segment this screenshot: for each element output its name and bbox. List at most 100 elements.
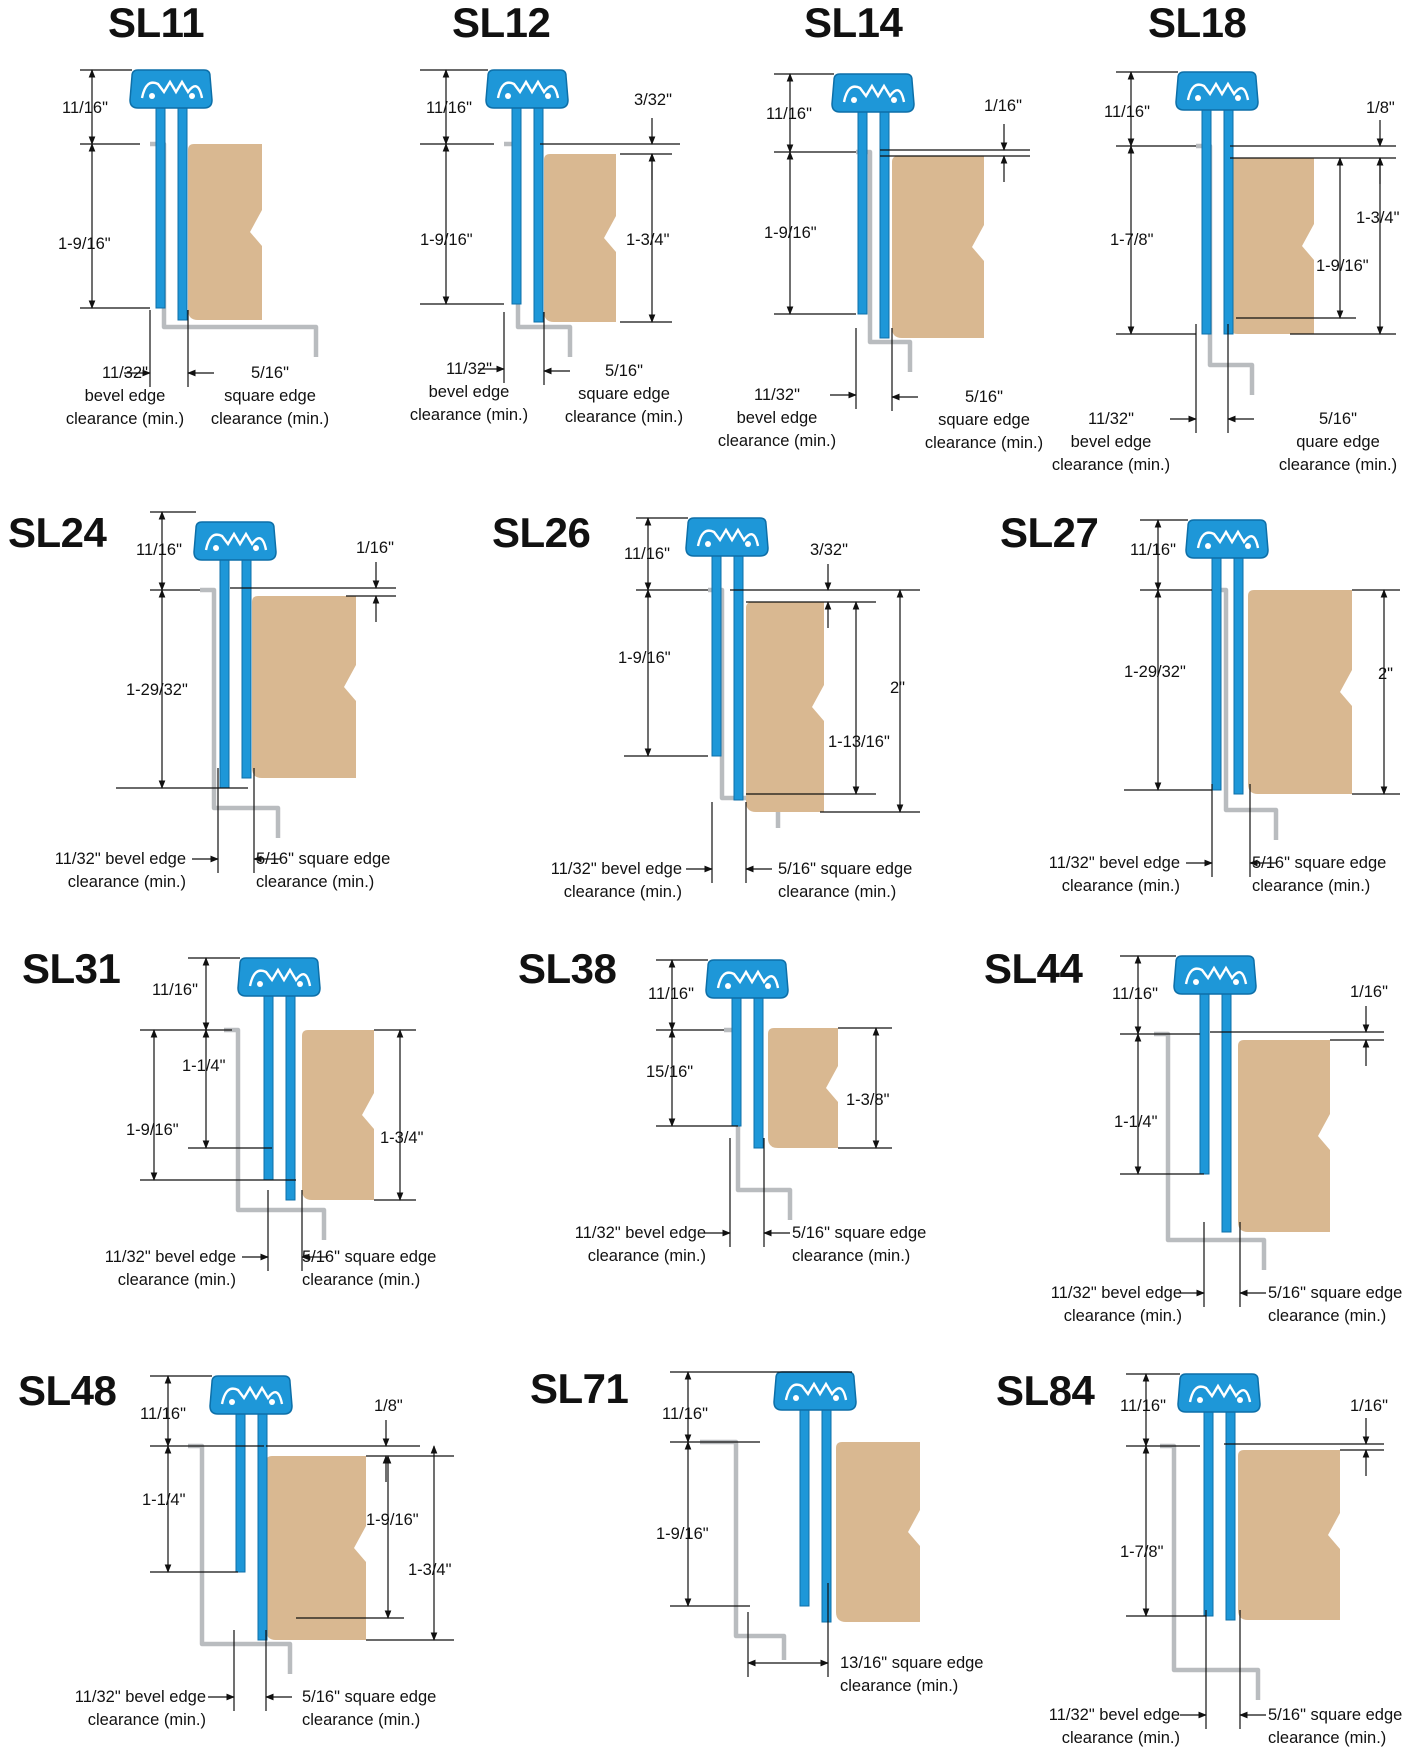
sl18-clearance-note-0: 11/32" bevel edge clearance (min.) — [1046, 408, 1176, 477]
clearance-note-line: 11/32" bevel edge — [574, 1224, 706, 1242]
sl24-left-dimension-0: 11/16" — [136, 541, 182, 559]
clearance-note-line: bevel edge — [1070, 433, 1152, 451]
clearance-note-line: 5/16" square edge — [1268, 1706, 1403, 1724]
sl18-left-dimension-0: 11/16" — [1104, 103, 1150, 121]
sl24-clearance-note-1: 5/16" square edge clearance (min.) — [256, 848, 406, 894]
clearance-note-line: 11/32" — [446, 360, 492, 378]
clearance-note-line: clearance (min.) — [563, 883, 682, 901]
sl14-left-dimension-1: 1-9/16" — [764, 224, 817, 242]
sl84-clearance-note-1: 5/16" square edge clearance (min.) — [1268, 1704, 1418, 1750]
sl27-left-dimension-0: 11/16" — [1130, 541, 1176, 559]
sl44-right-dimension-0: 1/16" — [1350, 983, 1388, 1001]
clearance-note-line: clearance (min.) — [1061, 877, 1180, 895]
sl12-left-dimension-0: 11/16" — [426, 99, 472, 117]
clearance-note-line: clearance (min.) — [840, 1677, 959, 1695]
sl48-right-dimension-1: 1-9/16" — [366, 1511, 419, 1529]
clearance-note-line: clearance (min.) — [792, 1247, 911, 1265]
clearance-note-line: square edge — [938, 411, 1030, 429]
sl26-right-dimension-1: 1-13/16" — [828, 733, 890, 751]
sl27-left-dimension-1: 1-29/32" — [1124, 663, 1186, 681]
clearance-note-line: clearance (min.) — [87, 1711, 206, 1729]
panel-title-sl11: SL11 — [108, 0, 205, 46]
panel-sl18 — [1116, 71, 1396, 433]
sl12-clearance-note-0: 11/32" bevel edge clearance (min.) — [404, 358, 534, 427]
sl12-right-dimension-0: 3/32" — [634, 91, 672, 109]
sl14-frame-leaf — [857, 109, 868, 315]
sl48-right-dimension-2: 1-3/4" — [408, 1561, 452, 1579]
clearance-note-line: clearance (min.) — [1063, 1307, 1182, 1325]
clearance-note-line: clearance (min.) — [1252, 877, 1371, 895]
clearance-note-line: 13/16" square edge — [840, 1654, 984, 1672]
sl38-door-leaf — [753, 995, 764, 1149]
sl31-door — [302, 1030, 374, 1200]
clearance-note-line: 11/32" bevel edge — [1048, 854, 1180, 872]
sl12-clearance-note-1: 5/16" square edge clearance (min.) — [554, 360, 694, 429]
clearance-note-line: 5/16" square edge — [302, 1248, 437, 1266]
panel-sl84 — [1126, 1373, 1384, 1729]
panel-title-sl14: SL14 — [804, 0, 903, 46]
sl44-clearance-note-0: 11/32" bevel edge clearance (min.) — [1032, 1282, 1182, 1328]
sl31-left-dimension-1: 1-1/4" — [182, 1057, 226, 1075]
sl18-door-leaf — [1223, 107, 1234, 335]
sl44-left-dimension-0: 11/16" — [1112, 985, 1158, 1003]
sl27-door-leaf — [1233, 555, 1244, 795]
sl38-left-dimension-0: 11/16" — [648, 985, 694, 1003]
clearance-note-line: clearance (min.) — [256, 873, 375, 891]
sl24-door-leaf — [241, 557, 252, 779]
sl44-door-leaf — [1221, 991, 1232, 1233]
sl44-frame-leaf — [1199, 991, 1210, 1175]
clearance-note-line: 5/16" — [251, 364, 289, 382]
sl48-frame-leaf — [235, 1411, 246, 1573]
sl26-right-dimension-2: 2" — [890, 679, 906, 697]
clearance-note-line: 5/16" — [1319, 410, 1357, 428]
sl44-door — [1238, 1040, 1330, 1232]
sl26-door — [746, 602, 824, 812]
clearance-note-line: 5/16" — [605, 362, 643, 380]
sl84-frame-leaf — [1203, 1409, 1214, 1617]
sl11-left-dimension-1: 1-9/16" — [58, 235, 111, 253]
panel-sl71 — [670, 1371, 920, 1677]
panel-title-sl84: SL84 — [996, 1367, 1095, 1414]
sl18-right-dimension-0: 1/8" — [1366, 99, 1395, 117]
clearance-note-line: clearance (min.) — [65, 410, 185, 428]
clearance-note-line: 11/32" — [1088, 410, 1134, 428]
sl14-clearance-note-1: 5/16" square edge clearance (min.) — [914, 386, 1054, 455]
clearance-note-line: square edge — [224, 387, 316, 405]
sl71-frame-leaf — [799, 1407, 810, 1607]
panel-title-sl18: SL18 — [1148, 0, 1247, 46]
clearance-note-line: clearance (min.) — [210, 410, 330, 428]
sl12-door-leaf — [533, 105, 544, 323]
sl12-frame-leaf — [511, 105, 522, 305]
panel-sl12 — [420, 69, 680, 385]
sl24-frame — [200, 587, 281, 838]
sl18-door — [1228, 158, 1314, 334]
sl48-clearance-note-1: 5/16" square edge clearance (min.) — [302, 1686, 452, 1732]
sl12-right-dimension-1: 1-3/4" — [626, 231, 670, 249]
clearance-note-line: square edge — [578, 385, 670, 403]
sl11-frame-leaf — [155, 105, 166, 309]
panel-title-sl71: SL71 — [530, 1365, 629, 1412]
sl18-frame-leaf — [1201, 107, 1212, 335]
sl71-frame — [700, 1439, 787, 1660]
panel-sl11 — [80, 69, 319, 387]
sl48-left-dimension-0: 11/16" — [140, 1405, 186, 1423]
sl71-left-dimension-1: 1-9/16" — [656, 1525, 709, 1543]
sl24-right-dimension-0: 1/16" — [356, 539, 394, 557]
clearance-note-line: bevel edge — [428, 383, 510, 401]
clearance-note-line: 11/32" bevel edge — [104, 1248, 236, 1266]
sl71-door — [836, 1442, 920, 1622]
sl14-door-leaf — [879, 109, 890, 339]
sl24-clearance-note-0: 11/32" bevel edge clearance (min.) — [46, 848, 186, 894]
sl31-frame — [224, 1027, 327, 1240]
panel-sl48 — [150, 1375, 454, 1711]
panel-sl24 — [116, 511, 396, 873]
clearance-note-line: 5/16" square edge — [1268, 1284, 1403, 1302]
sl31-left-dimension-0: 11/16" — [152, 981, 198, 999]
clearance-note-line: quare edge — [1296, 433, 1380, 451]
sl14-clearance-note-0: 11/32" bevel edge clearance (min.) — [712, 384, 842, 453]
sl14-door — [892, 156, 984, 338]
sl18-clearance-note-1: 5/16" quare edge clearance (min.) — [1268, 408, 1408, 477]
sl26-frame-leaf — [711, 553, 722, 757]
